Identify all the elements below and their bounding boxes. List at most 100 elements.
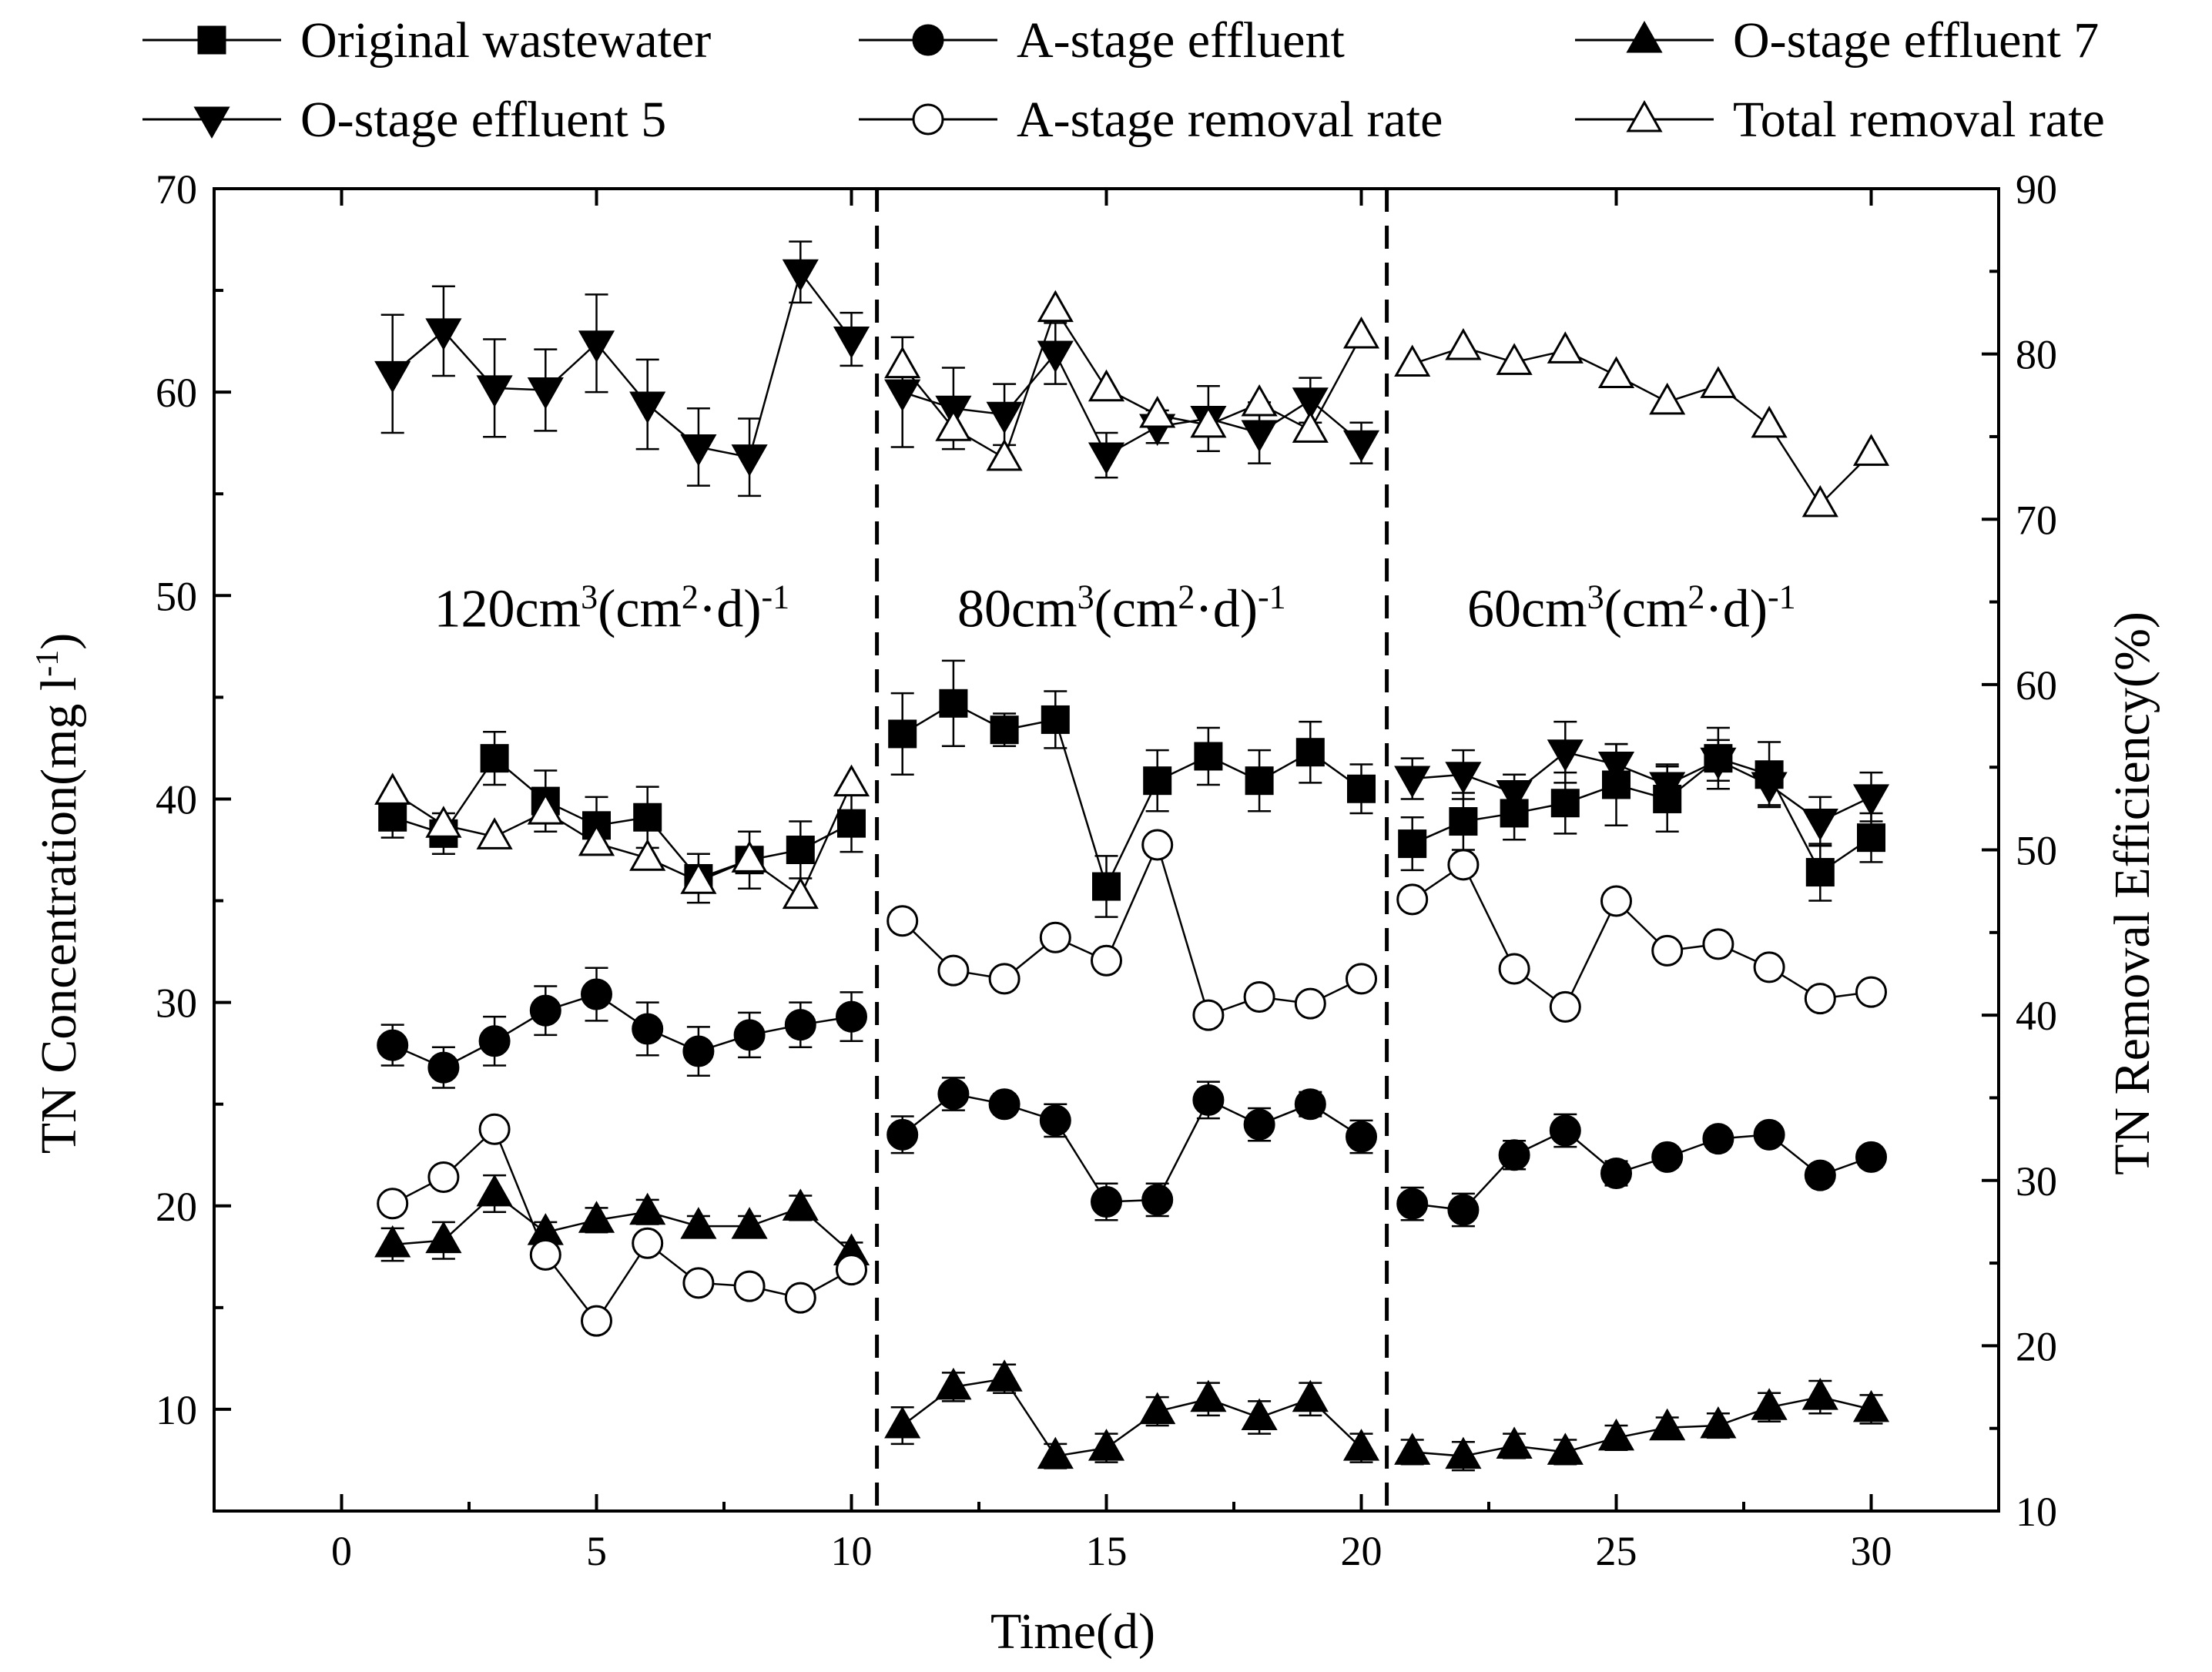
x-tick-label: 25 (1596, 1528, 1637, 1574)
data-point (1447, 1194, 1480, 1226)
data-point (837, 809, 866, 838)
legend-label: O-stage effluent 5 (300, 92, 666, 148)
legend-marker (912, 24, 944, 56)
phase-label-part: 60cm (1467, 579, 1587, 638)
data-point (427, 1051, 460, 1084)
data-point (1549, 1114, 1581, 1147)
data-point (1805, 858, 1835, 887)
data-point (1547, 739, 1584, 772)
y-left-tick-label: 40 (156, 776, 197, 823)
legend-label: Total removal rate (1733, 92, 2105, 148)
data-point (886, 905, 919, 937)
data-point (1396, 1188, 1429, 1220)
y-right-tick-label: 60 (2016, 662, 2057, 709)
series-line (901, 1377, 1362, 1458)
phase-label-sup: 2 (1687, 578, 1704, 615)
data-point (1139, 1392, 1176, 1425)
data-point (1852, 434, 1890, 466)
y-left-tick-label: 30 (156, 980, 197, 1027)
data-point (1398, 829, 1427, 859)
data-point (680, 862, 717, 894)
data-point (1346, 1121, 1377, 1153)
data-point (1037, 340, 1074, 374)
y-right-tick-label: 40 (2016, 993, 2057, 1039)
data-point (1039, 1104, 1071, 1137)
data-point (682, 1267, 715, 1299)
legend-marker (193, 106, 230, 139)
data-point (1496, 343, 1533, 375)
data-point (939, 689, 968, 718)
data-point (1651, 1141, 1684, 1173)
data-point (935, 1367, 972, 1400)
series-line (1412, 1129, 1872, 1211)
legend-item: O-stage effluent 5 (142, 92, 666, 148)
data-point (1801, 1378, 1838, 1410)
data-point (784, 1009, 816, 1041)
data-point (629, 839, 666, 871)
series-total-removal-rate (374, 290, 1890, 910)
data-point (986, 401, 1023, 434)
data-point (1855, 976, 1887, 1008)
data-point (1190, 1379, 1227, 1412)
data-point (427, 1161, 460, 1193)
data-point (632, 1013, 664, 1045)
data-point (529, 994, 561, 1027)
data-point (884, 379, 921, 412)
data-point (1394, 344, 1431, 377)
data-point (1088, 442, 1125, 475)
data-point (527, 377, 564, 410)
data-point (578, 823, 615, 856)
data-point (1039, 921, 1071, 953)
phase-label: 80cm3(cm2·d)-1 (957, 578, 1286, 639)
data-point (782, 876, 819, 910)
data-point (478, 1113, 511, 1145)
data-point (884, 1406, 921, 1439)
data-point (1498, 953, 1530, 985)
legend-item: A-stage removal rate (859, 92, 1443, 148)
data-point (733, 1270, 766, 1302)
data-point (1091, 1185, 1122, 1218)
phase-label-sup: 2 (1178, 578, 1195, 615)
data-point (990, 715, 1019, 745)
data-point (1445, 1436, 1482, 1469)
data-point (1292, 1379, 1329, 1412)
data-point (1190, 405, 1227, 438)
data-point (1041, 705, 1070, 734)
legend-label: A-stage effluent (1017, 12, 1345, 69)
series-line (1412, 757, 1872, 874)
data-point (1088, 1429, 1125, 1461)
x-tick-label: 30 (1851, 1528, 1892, 1574)
data-point (1346, 963, 1377, 995)
data-point (1700, 1406, 1737, 1439)
x-tick-label: 5 (586, 1528, 607, 1574)
data-point (1600, 885, 1632, 917)
legend-item: Original wastewater (142, 12, 711, 69)
data-point (1445, 328, 1482, 360)
data-point (733, 1019, 766, 1051)
data-point (1294, 1088, 1326, 1121)
data-point (1342, 430, 1380, 463)
data-point (1649, 382, 1686, 415)
plot-area: 0 5 10 15 20 25 30 10 20 30 40 50 60 70 10 20 30 40 50 60 70… (156, 166, 2057, 1574)
data-point (682, 1035, 715, 1067)
series-line (901, 842, 1362, 1017)
data-point (1804, 1159, 1836, 1191)
series-line (901, 1093, 1362, 1203)
data-point (888, 719, 917, 749)
data-point (1547, 331, 1584, 364)
series-o-stage-effluent-7 (374, 1174, 1890, 1472)
y-right-tick-label: 80 (2016, 332, 2057, 378)
legend-marker (1626, 20, 1663, 53)
series-line (1412, 1396, 1872, 1457)
y-axis-right-label: TN Removal Efficiency(%) (2104, 612, 2160, 1175)
phase-label-part: (cm (598, 579, 682, 638)
data-point (425, 1221, 462, 1254)
data-point (680, 434, 717, 467)
data-point (1347, 774, 1376, 803)
data-point (937, 1077, 970, 1110)
data-point (1092, 872, 1121, 901)
y-left-tick-label: 60 (156, 370, 197, 416)
data-point (374, 772, 411, 805)
y-left-tick-label: 70 (156, 166, 197, 213)
data-point (1702, 928, 1734, 960)
